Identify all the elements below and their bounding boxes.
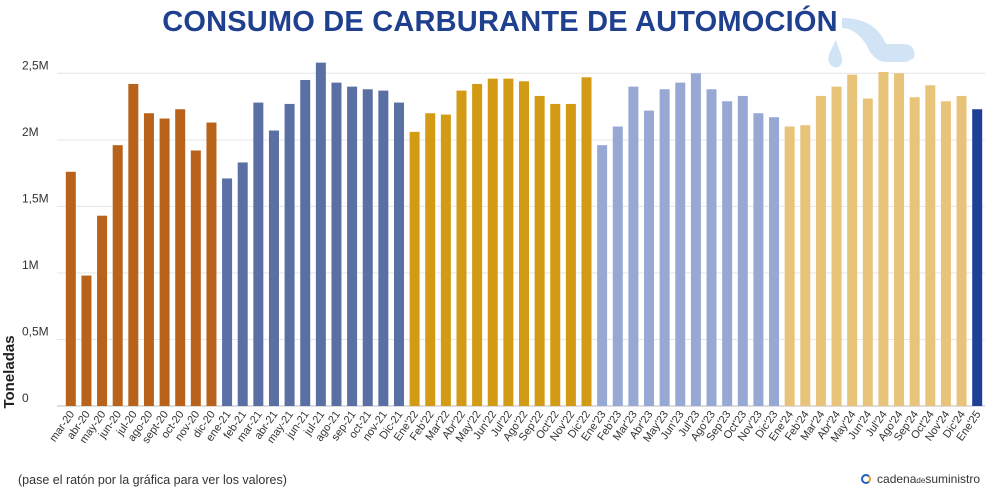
y-axis-ticks: 0 0,5M 1M 1,5M 2M 2,5M (22, 58, 49, 405)
brand-icon (861, 474, 872, 484)
bar[interactable] (847, 74, 858, 406)
bar[interactable] (331, 82, 342, 407)
bar[interactable] (628, 86, 639, 407)
x-axis-labels: mar-20abr-20may-20jun-20jul-20ago-20sept… (47, 409, 983, 446)
bar[interactable] (409, 131, 420, 407)
y-tick-label: 2,5M (22, 58, 49, 72)
fuel-pump-decoration (828, 18, 915, 68)
bar[interactable] (769, 117, 780, 406)
bar[interactable] (831, 86, 842, 407)
bar[interactable] (550, 103, 561, 407)
y-tick-label: 0,5M (22, 324, 49, 338)
bar[interactable] (534, 95, 545, 407)
bar[interactable] (268, 130, 279, 406)
bar[interactable] (425, 113, 436, 406)
bar[interactable] (253, 102, 264, 406)
bar[interactable] (925, 85, 936, 406)
bar[interactable] (206, 122, 217, 407)
bar[interactable] (894, 73, 905, 406)
bar[interactable] (737, 95, 748, 407)
y-tick-label: 1,5M (22, 191, 49, 205)
bar[interactable] (690, 73, 701, 406)
bar[interactable] (722, 101, 733, 406)
bar[interactable] (909, 97, 920, 406)
chart-title: CONSUMO DE CARBURANTE DE AUTOMOCIÓN (162, 6, 838, 38)
brand-logo[interactable]: cadenadesuministro (861, 472, 980, 486)
bar[interactable] (972, 109, 983, 407)
bar[interactable] (503, 78, 514, 406)
bar[interactable] (815, 95, 826, 407)
bar[interactable] (784, 126, 795, 406)
y-tick-label: 0 (22, 391, 29, 405)
bar[interactable] (659, 89, 670, 406)
y-axis-label: Toneladas (1, 335, 18, 408)
bar[interactable] (800, 125, 811, 407)
bar[interactable] (190, 150, 201, 406)
bar[interactable] (222, 178, 233, 406)
bar[interactable] (159, 118, 170, 407)
brand-name-part1: cadena (877, 472, 917, 486)
bar[interactable] (128, 83, 139, 406)
y-tick-label: 2M (22, 125, 39, 139)
bars (65, 62, 983, 407)
bar[interactable] (175, 109, 186, 407)
bar[interactable] (753, 113, 764, 406)
bar[interactable] (81, 275, 92, 406)
brand-text: cadenadesuministro (877, 472, 980, 486)
bar[interactable] (612, 126, 623, 406)
bar[interactable] (597, 145, 608, 407)
bar[interactable] (237, 162, 248, 406)
footnote: (pase el ratón por la gráfica para ver l… (18, 473, 287, 487)
bar[interactable] (472, 83, 483, 406)
bar[interactable] (300, 79, 311, 407)
brand-name-part2: de (916, 476, 926, 485)
bar[interactable] (143, 113, 154, 406)
bar[interactable] (519, 81, 529, 406)
bar[interactable] (706, 89, 717, 406)
bar[interactable] (112, 145, 123, 407)
bar[interactable] (456, 90, 467, 407)
bar[interactable] (65, 171, 76, 406)
bar[interactable] (862, 98, 873, 406)
bar[interactable] (581, 77, 592, 407)
bar[interactable] (378, 90, 389, 407)
bar[interactable] (940, 101, 951, 406)
bar[interactable] (440, 114, 451, 406)
bar[interactable] (362, 89, 373, 406)
bar[interactable] (487, 78, 498, 406)
bar[interactable] (644, 110, 655, 406)
y-tick-label: 1M (22, 258, 39, 272)
bar[interactable] (393, 102, 404, 406)
brand-name-part3: suministro (925, 472, 980, 486)
bar[interactable] (878, 71, 889, 406)
bar[interactable] (347, 86, 358, 407)
bar[interactable] (97, 215, 108, 406)
bar[interactable] (315, 62, 326, 406)
bar[interactable] (565, 103, 576, 407)
bar[interactable] (956, 95, 967, 407)
bar[interactable] (675, 82, 686, 407)
bar[interactable] (284, 103, 295, 407)
